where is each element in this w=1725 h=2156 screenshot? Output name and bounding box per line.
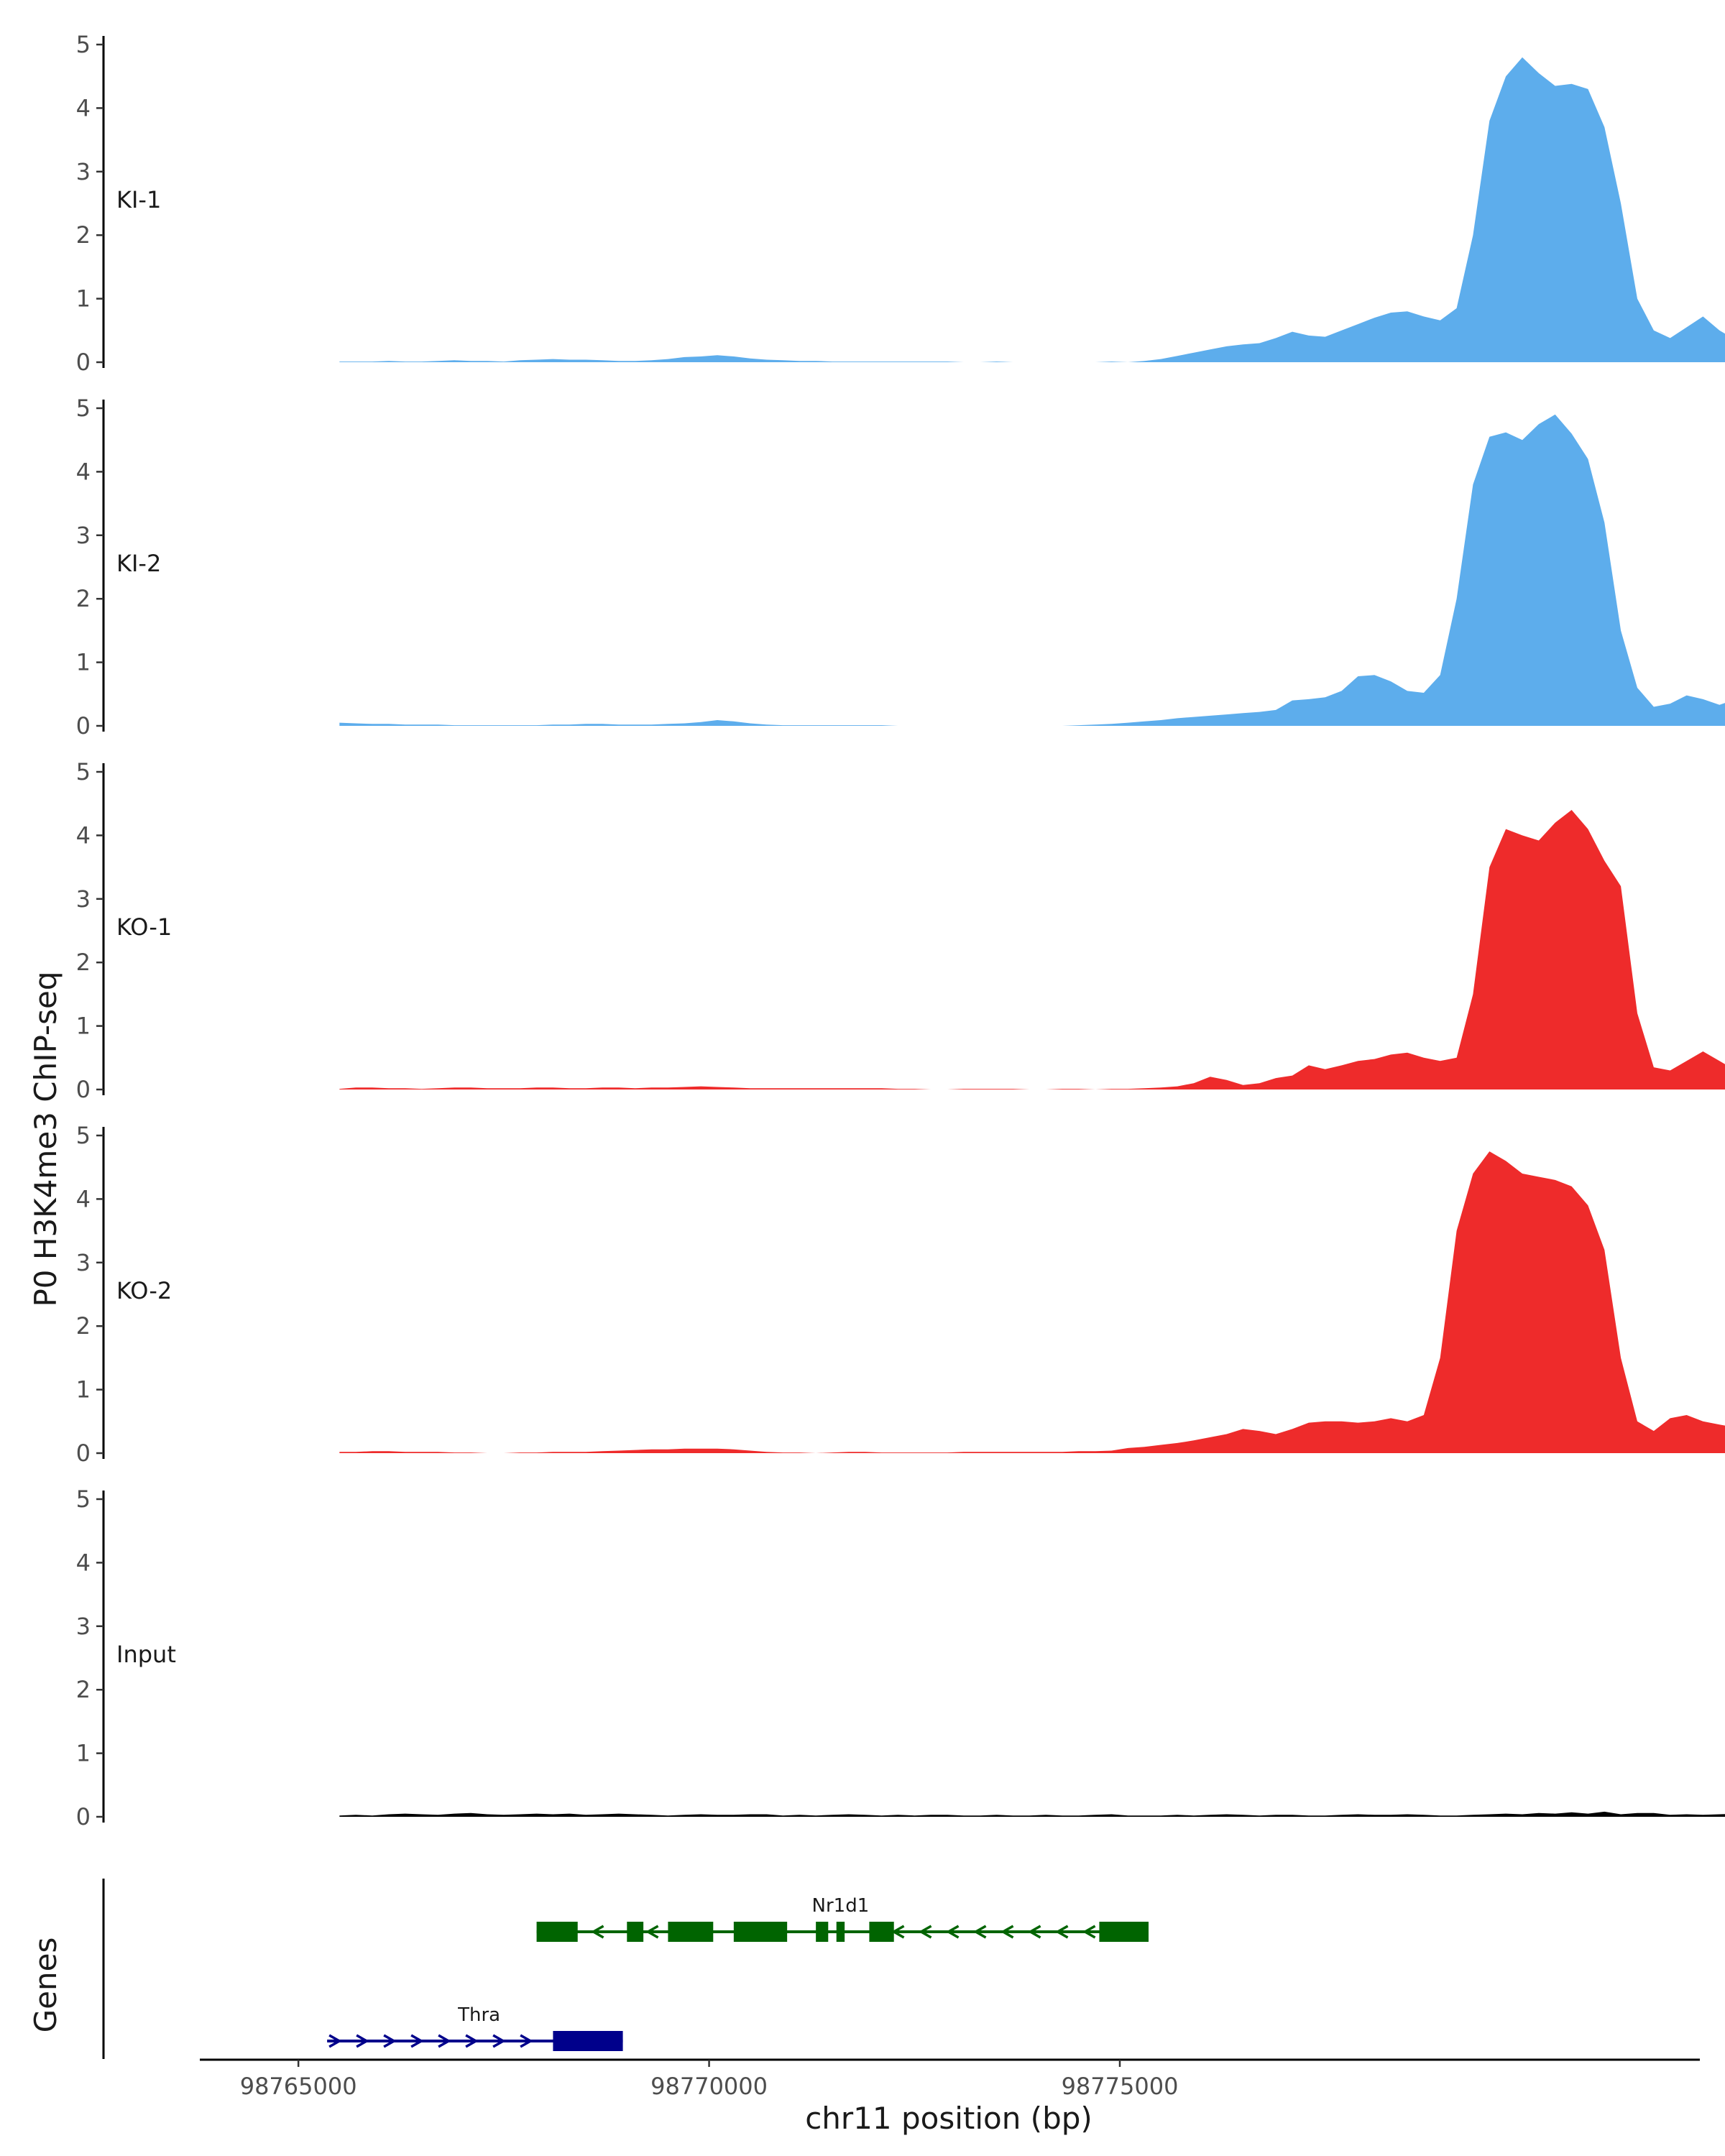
y-tick-label: 0 xyxy=(76,349,91,376)
y-tick-label: 2 xyxy=(76,1676,91,1703)
gene-name-label: Thra xyxy=(457,2004,500,2026)
track-label: Input xyxy=(116,1641,176,1668)
y-tick-label: 5 xyxy=(76,1122,91,1149)
y-tick-label: 3 xyxy=(76,522,91,549)
gene-exon xyxy=(536,1922,578,1942)
strand-chevron xyxy=(492,2034,506,2048)
y-tick-label: 2 xyxy=(76,1312,91,1340)
y-tick-label: 2 xyxy=(76,221,91,249)
gene-exon xyxy=(1099,1922,1149,1942)
strand-chevron xyxy=(1082,1925,1096,1939)
strand-chevron xyxy=(1055,1925,1069,1939)
y-tick-label: 0 xyxy=(76,1803,91,1830)
y-tick-label: 3 xyxy=(76,1613,91,1640)
strand-chevron xyxy=(645,1925,659,1939)
strand-chevron xyxy=(1028,1925,1041,1939)
gene-exon xyxy=(816,1922,829,1942)
strand-chevron xyxy=(356,2034,369,2048)
y-tick-label: 2 xyxy=(76,949,91,976)
strand-chevron xyxy=(383,2034,397,2048)
y-tick-label: 4 xyxy=(76,1549,91,1576)
y-tick-label: 5 xyxy=(76,758,91,786)
track-label: KO-2 xyxy=(116,1277,172,1304)
coverage-area xyxy=(339,414,1725,726)
x-axis-title: chr11 position (bp) xyxy=(805,2101,1092,2136)
strand-chevron xyxy=(520,2034,533,2048)
y-tick-label: 1 xyxy=(76,649,91,676)
track-ko-2: 0 1 2 3 4 5 KO-2 xyxy=(76,1122,1725,1467)
x-tick-label: 98770000 xyxy=(650,2073,768,2100)
y-axis-title: P0 H3K4me3 ChIP-seq xyxy=(28,971,63,1307)
y-tick-label: 3 xyxy=(76,158,91,185)
x-axis: 98765000 98770000 98775000 xyxy=(200,2058,1700,2100)
strand-chevron xyxy=(591,1925,604,1939)
y-tick-label: 5 xyxy=(76,395,91,422)
gene-annotation-panel: Nr1d1 Thra xyxy=(102,1879,1149,2059)
y-tick-label: 1 xyxy=(76,285,91,313)
coverage-area xyxy=(339,810,1725,1089)
coverage-area xyxy=(339,1151,1725,1453)
y-tick-label: 1 xyxy=(76,1376,91,1404)
gene-thra: Thra xyxy=(327,2004,623,2051)
x-tick-label: 98775000 xyxy=(1062,2073,1179,2100)
strand-chevron xyxy=(328,2034,342,2048)
strand-chevron xyxy=(410,2034,424,2048)
y-tick-label: 0 xyxy=(76,1076,91,1103)
track-ki-2: 0 1 2 3 4 5 KI-2 xyxy=(76,395,1725,740)
coverage-area xyxy=(339,1811,1725,1817)
track-input: 0 1 2 3 4 5 Input xyxy=(76,1485,1725,1830)
gene-exon xyxy=(733,1922,788,1942)
y-tick-label: 4 xyxy=(76,821,91,849)
coverage-tracks: 0 1 2 3 4 5 KI-1 0 1 2 3 4 5 KI-2 0 1 2 3 4 5 KO-1 0 1 2 3 4 5 KO-2… xyxy=(76,31,1725,1830)
y-tick-label: 4 xyxy=(76,94,91,121)
y-tick-label: 2 xyxy=(76,585,91,612)
y-tick-label: 3 xyxy=(76,885,91,913)
gene-name-label: Nr1d1 xyxy=(812,1895,870,1917)
y-tick-label: 0 xyxy=(76,712,91,740)
coverage-area xyxy=(339,57,1725,362)
y-tick-label: 5 xyxy=(76,31,91,58)
gene-exon xyxy=(553,2031,623,2051)
strand-chevron xyxy=(465,2034,479,2048)
y-tick-label: 5 xyxy=(76,1485,91,1513)
x-tick-label: 98765000 xyxy=(240,2073,357,2100)
track-ki-1: 0 1 2 3 4 5 KI-1 xyxy=(76,31,1725,376)
strand-chevron xyxy=(973,1925,987,1939)
genes-panel-title: Genes xyxy=(28,1938,63,2033)
y-tick-label: 3 xyxy=(76,1249,91,1276)
strand-chevron xyxy=(1000,1925,1014,1939)
strand-chevron xyxy=(919,1925,932,1939)
strand-chevron xyxy=(946,1925,960,1939)
track-label: KI-1 xyxy=(116,186,161,213)
strand-chevron xyxy=(438,2034,451,2048)
track-label: KO-1 xyxy=(116,913,172,941)
y-tick-label: 0 xyxy=(76,1439,91,1467)
gene-exon xyxy=(668,1922,714,1942)
gene-exon xyxy=(869,1922,894,1942)
y-tick-label: 4 xyxy=(76,1185,91,1212)
track-ko-1: 0 1 2 3 4 5 KO-1 xyxy=(76,758,1725,1103)
gene-nr1d1: Nr1d1 xyxy=(536,1895,1149,1942)
gene-exon xyxy=(627,1922,644,1942)
y-tick-label: 1 xyxy=(76,1013,91,1040)
track-label: KI-2 xyxy=(116,550,161,577)
gene-exon xyxy=(836,1922,845,1942)
y-tick-label: 1 xyxy=(76,1740,91,1767)
y-tick-label: 4 xyxy=(76,458,91,485)
